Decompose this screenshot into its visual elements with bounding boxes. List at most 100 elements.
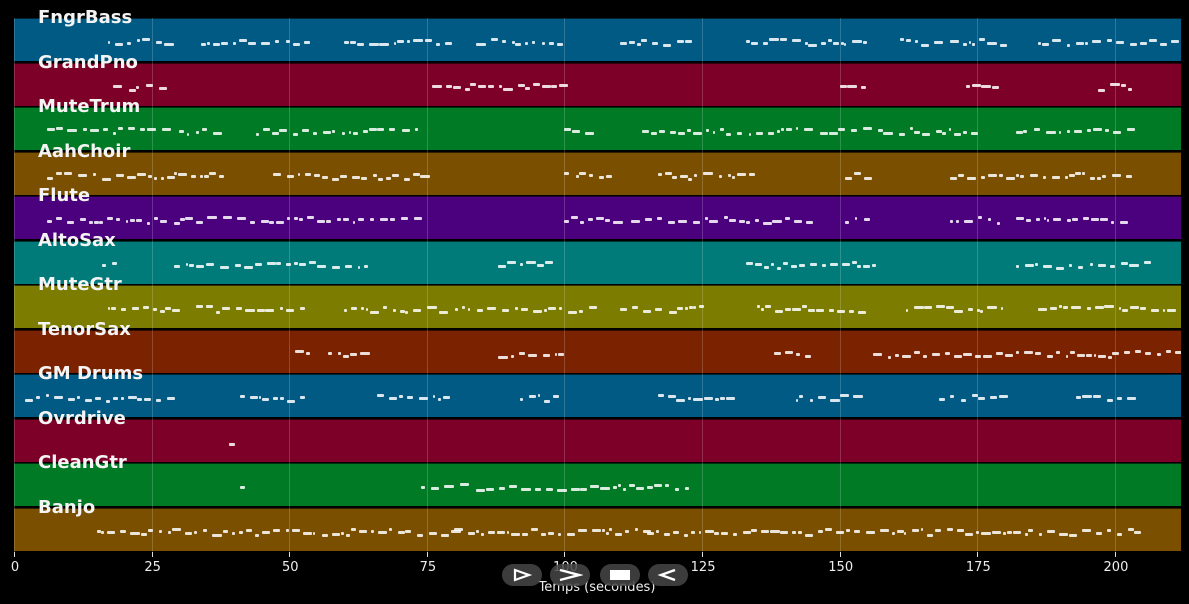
- note: [106, 400, 111, 403]
- note: [332, 130, 336, 133]
- note: [1066, 219, 1072, 222]
- note: [807, 309, 815, 312]
- note: [68, 398, 76, 401]
- note: [791, 308, 801, 311]
- note: [589, 485, 600, 488]
- note: [578, 528, 588, 532]
- note: [676, 399, 685, 402]
- note: [954, 354, 963, 358]
- note: [872, 263, 877, 267]
- note: [677, 220, 688, 223]
- note: [413, 172, 420, 176]
- note: [825, 527, 832, 531]
- note: [185, 262, 189, 266]
- note: [1116, 397, 1122, 400]
- note: [998, 173, 1004, 177]
- forward-button[interactable]: [550, 564, 590, 586]
- note: [405, 311, 409, 314]
- note: [420, 174, 430, 178]
- note: [1130, 306, 1140, 309]
- note: [1012, 530, 1022, 534]
- note: [249, 396, 258, 399]
- note: [988, 218, 991, 221]
- note: [112, 397, 118, 400]
- note: [629, 484, 636, 487]
- note: [1046, 529, 1056, 533]
- note: [540, 532, 547, 536]
- note: [953, 133, 961, 136]
- note: [428, 531, 437, 535]
- track-mutegtr: [14, 285, 1181, 328]
- note: [77, 396, 81, 399]
- note: [656, 529, 659, 533]
- note: [25, 399, 33, 402]
- note: [326, 220, 331, 223]
- note: [45, 394, 49, 397]
- play-button[interactable]: [502, 564, 542, 586]
- note: [693, 398, 703, 401]
- note: [580, 221, 585, 224]
- note: [1145, 351, 1152, 355]
- note: [1058, 532, 1069, 536]
- note: [432, 84, 443, 88]
- note: [348, 131, 352, 134]
- note: [271, 132, 279, 135]
- note: [63, 171, 73, 175]
- note: [724, 216, 728, 219]
- note: [127, 396, 137, 399]
- note: [1049, 307, 1058, 310]
- note: [770, 529, 781, 533]
- note: [1072, 218, 1078, 221]
- note: [557, 43, 563, 46]
- track-label: MuteTrum: [38, 96, 141, 117]
- note: [658, 130, 666, 133]
- note: [761, 529, 769, 533]
- note: [975, 354, 982, 358]
- note: [372, 173, 378, 177]
- rewind-button[interactable]: [648, 564, 688, 586]
- note: [201, 128, 207, 131]
- note: [663, 532, 671, 536]
- note: [999, 395, 1008, 398]
- note: [817, 529, 823, 533]
- note: [1123, 350, 1131, 354]
- note: [232, 531, 235, 535]
- note: [503, 87, 513, 91]
- note: [972, 394, 978, 397]
- note: [879, 528, 890, 532]
- note: [519, 262, 523, 266]
- note: [989, 396, 998, 399]
- note: [820, 42, 826, 45]
- note: [883, 132, 894, 135]
- note: [589, 173, 593, 177]
- note: [525, 86, 530, 90]
- x-tick: [1114, 552, 1116, 557]
- note: [655, 308, 663, 311]
- note: [136, 85, 140, 89]
- note: [663, 44, 672, 47]
- note: [942, 132, 946, 135]
- track-label: Ovrdrive: [38, 407, 126, 429]
- note: [557, 532, 562, 536]
- note: [956, 528, 965, 532]
- note: [237, 217, 247, 220]
- note: [292, 528, 301, 532]
- note: [932, 352, 941, 356]
- note: [854, 529, 860, 533]
- note: [475, 489, 486, 492]
- x-tick: [14, 552, 15, 557]
- note: [933, 41, 944, 44]
- note: [642, 310, 651, 313]
- note: [286, 262, 292, 266]
- note: [1059, 305, 1062, 308]
- note: [798, 263, 805, 267]
- note: [128, 88, 136, 92]
- note: [688, 177, 692, 181]
- note: [54, 396, 63, 399]
- note: [935, 305, 945, 308]
- note: [1159, 43, 1167, 46]
- note: [304, 41, 310, 44]
- stop-button[interactable]: [600, 564, 640, 586]
- note: [1065, 354, 1068, 358]
- x-tick-label: 0: [10, 560, 20, 575]
